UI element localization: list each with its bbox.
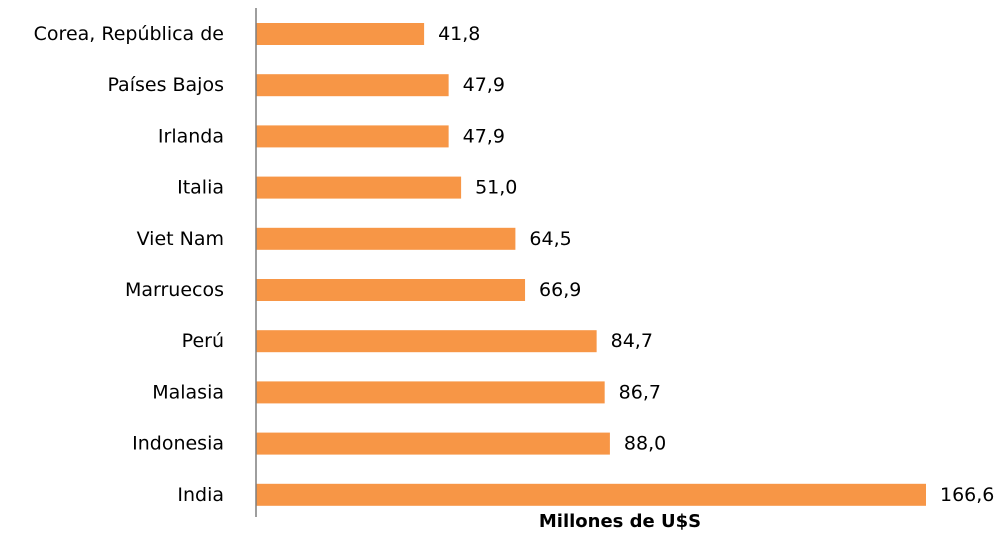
value-label: 47,9: [463, 125, 505, 147]
value-label: 41,8: [438, 23, 480, 45]
category-label: Perú: [182, 330, 224, 352]
bar: [256, 432, 610, 455]
value-label: 47,9: [463, 74, 505, 96]
bar: [256, 74, 449, 97]
bar: [256, 330, 597, 353]
bars-group: [256, 23, 926, 506]
category-labels-group: Corea, República de Países Bajos Irlanda It…: [34, 23, 224, 506]
bar: [256, 176, 462, 199]
category-label: Malasia: [152, 381, 224, 403]
bar: [256, 227, 516, 250]
bar: [256, 279, 526, 301]
bar: [256, 483, 926, 506]
category-label: Viet Nam: [137, 228, 224, 250]
category-label: Países Bajos: [107, 74, 224, 96]
bar: [256, 23, 425, 45]
value-label: 64,5: [529, 228, 571, 250]
category-label: Indonesia: [132, 433, 224, 455]
category-label: Marruecos: [125, 279, 224, 301]
category-label: Corea, República de: [34, 23, 224, 45]
value-label: 84,7: [611, 330, 653, 352]
x-axis-title: Millones de U$S: [539, 511, 701, 532]
value-label: 166,6: [940, 484, 994, 506]
bar: [256, 125, 449, 148]
bar: [256, 381, 605, 404]
value-labels-group: 41,8 47,9 47,9 51,0 64,5 66,9 84,7 86,7 88,0 166,…: [438, 23, 994, 506]
category-label: India: [177, 484, 224, 506]
value-label: 66,9: [539, 279, 581, 301]
value-label: 51,0: [475, 177, 517, 199]
category-label: Irlanda: [158, 125, 224, 147]
value-label: 88,0: [624, 433, 666, 455]
value-label: 86,7: [619, 381, 661, 403]
category-label: Italia: [177, 177, 224, 199]
